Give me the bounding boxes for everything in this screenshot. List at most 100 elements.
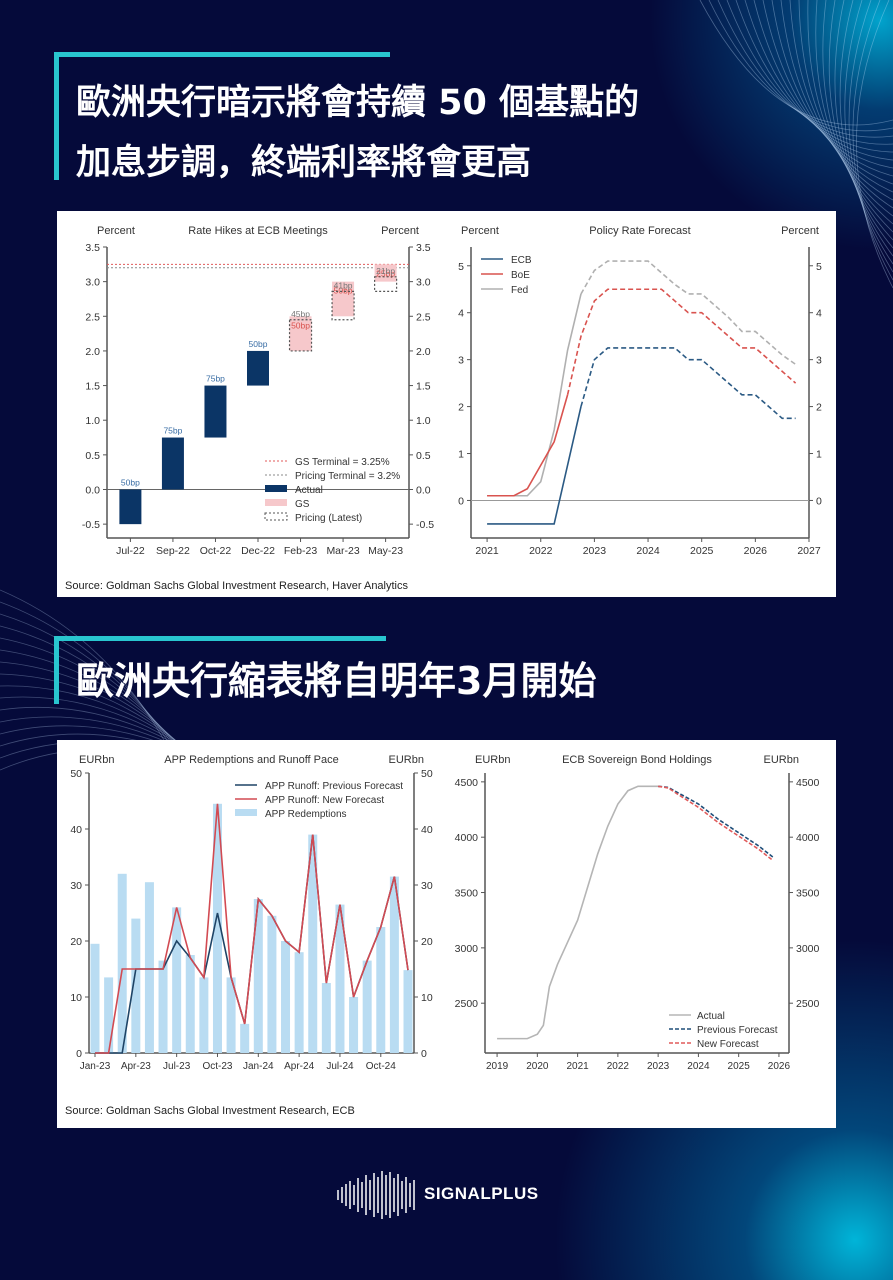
legend-item: GS Terminal = 3.25% xyxy=(295,457,390,468)
y-axis-label: EURbn xyxy=(389,754,424,766)
x-tick-label: 2025 xyxy=(728,1061,751,1072)
chart-ecb-sovereign-holdings: 2500 2500 3000 3000 3500 3500 4000 4000 4500 4500… xyxy=(455,754,820,1072)
y-tick-label: 4000 xyxy=(455,832,479,844)
redemption-bar xyxy=(131,918,141,1053)
pricing-bar xyxy=(288,319,313,352)
y-tick-label: 2500 xyxy=(796,998,820,1010)
y-tick-label: 1 xyxy=(458,449,464,461)
legend-item: Pricing (Latest) xyxy=(295,513,362,524)
actual-bar xyxy=(119,489,142,525)
legend-item: BoE xyxy=(511,270,530,281)
y-tick-label: 3500 xyxy=(455,888,479,900)
y-tick-label: 0 xyxy=(421,1048,427,1060)
y-tick-label: -0.5 xyxy=(82,519,100,531)
y-tick-label: 2 xyxy=(816,402,822,414)
holdings-line xyxy=(658,785,774,858)
y-tick-label: 5 xyxy=(816,261,822,273)
x-tick-label: 2019 xyxy=(486,1061,509,1072)
x-tick-label: Feb-23 xyxy=(284,545,317,557)
y-tick-label: 3.5 xyxy=(416,242,431,254)
y-axis-label: EURbn xyxy=(764,754,799,766)
x-tick-label: 2022 xyxy=(529,545,553,557)
redemption-bar xyxy=(240,1023,250,1053)
chart-app-redemptions: 0 0 10 10 20 20 30 30 40 40 50 50 EURbn APP Redemptio… xyxy=(70,754,433,1072)
y-tick-label: 0 xyxy=(816,495,822,507)
y-axis-label: Percent xyxy=(97,225,135,237)
redemption-bar xyxy=(212,803,222,1053)
y-tick-label: 1 xyxy=(816,449,822,461)
heading-line-2: 加息步調，終端利率將會更高 xyxy=(76,143,532,183)
x-tick-label: 2021 xyxy=(475,545,499,557)
x-tick-label: Oct-23 xyxy=(202,1061,232,1072)
x-tick-label: May-23 xyxy=(368,545,403,557)
redemption-bar xyxy=(90,943,100,1053)
x-tick-label: 2024 xyxy=(687,1061,710,1072)
y-tick-label: 4 xyxy=(816,308,822,320)
x-tick-label: Oct-24 xyxy=(366,1061,396,1072)
y-tick-label: 3 xyxy=(816,355,822,367)
runoff-line xyxy=(95,803,409,1054)
x-tick-label: Jan-24 xyxy=(243,1061,274,1072)
redemption-bar xyxy=(104,977,114,1053)
chart-title: Rate Hikes at ECB Meetings xyxy=(188,225,328,237)
legend-item: APP Redemptions xyxy=(265,809,347,820)
y-tick-label: 4000 xyxy=(796,832,820,844)
x-tick-label: Apr-24 xyxy=(284,1061,314,1072)
source-note: Source: Goldman Sachs Global Investment … xyxy=(65,580,408,592)
heading-line-1: 歐洲央行縮表將自明年3月開始 xyxy=(76,659,597,703)
gs-bar-label: 50bp xyxy=(334,286,353,296)
x-tick-label: Oct-22 xyxy=(200,545,232,557)
x-tick-label: Apr-23 xyxy=(121,1061,151,1072)
actual-bar-label: 75bp xyxy=(163,426,182,436)
source-note: Source: Goldman Sachs Global Investment … xyxy=(65,1105,355,1117)
x-tick-label: 2020 xyxy=(526,1061,549,1072)
waveform-icon xyxy=(337,1171,415,1219)
y-tick-label: 50 xyxy=(421,768,433,780)
holdings-line xyxy=(658,785,774,862)
y-tick-label: 2.5 xyxy=(85,311,100,323)
x-tick-label: 2025 xyxy=(690,545,714,557)
y-tick-label: 40 xyxy=(70,824,82,836)
x-tick-label: Sep-22 xyxy=(156,545,190,557)
x-tick-label: Jul-24 xyxy=(326,1061,354,1072)
x-tick-label: 2027 xyxy=(797,545,821,557)
y-axis-label: EURbn xyxy=(79,754,114,766)
redemption-bar xyxy=(172,907,182,1053)
x-tick-label: Jul-23 xyxy=(163,1061,191,1072)
section-heading-rate-hikes: 歐洲央行暗示將會持續 50 個基點的 加息步調，終端利率將會更高 xyxy=(54,52,639,183)
y-tick-label: 0.0 xyxy=(85,485,100,497)
accent-bar-top xyxy=(54,636,386,641)
redemption-bar xyxy=(321,983,331,1053)
y-tick-label: 3000 xyxy=(796,943,820,955)
legend-item: New Forecast xyxy=(697,1039,759,1050)
legend-item: Pricing Terminal = 3.2% xyxy=(295,471,400,482)
y-tick-label: 2500 xyxy=(455,998,479,1010)
y-tick-label: 0 xyxy=(76,1048,82,1060)
runoff-line xyxy=(95,834,409,1054)
legend-item: GS xyxy=(295,499,310,510)
y-tick-label: 40 xyxy=(421,824,433,836)
x-tick-label: 2026 xyxy=(744,545,768,557)
gs-bar xyxy=(289,316,312,351)
y-tick-label: 0.5 xyxy=(85,450,100,462)
redemption-bar xyxy=(349,997,359,1053)
chart-panel-balance-sheet: 0 0 10 10 20 20 30 30 40 40 50 50 EURbn APP Redemptio… xyxy=(57,740,836,1128)
chart-policy-rate-forecast: 0 0 1 1 2 2 3 3 4 4 5 5 Percent Policy Rate Forecast P… xyxy=(458,225,822,557)
x-tick-label: 2021 xyxy=(566,1061,589,1072)
legend-item: Actual xyxy=(295,485,323,496)
actual-bar-label: 50bp xyxy=(249,339,268,349)
legend-item: Fed xyxy=(511,285,528,296)
y-axis-label: Percent xyxy=(461,225,499,237)
redemption-bar xyxy=(144,882,154,1053)
y-tick-label: 3000 xyxy=(455,943,479,955)
series-forecast-ecb xyxy=(580,347,796,420)
brand-name: SIGNALPLUS xyxy=(424,1184,539,1203)
actual-bar xyxy=(247,350,269,386)
chart-title: APP Redemptions and Runoff Pace xyxy=(164,754,339,766)
actual-bar-label: 75bp xyxy=(206,374,225,384)
accent-bar-left xyxy=(54,636,59,704)
x-tick-label: Jul-22 xyxy=(116,545,145,557)
series-line-ecb xyxy=(487,406,582,525)
gs-bar-label: 25bp xyxy=(376,268,395,278)
redemption-bar xyxy=(308,834,318,1053)
